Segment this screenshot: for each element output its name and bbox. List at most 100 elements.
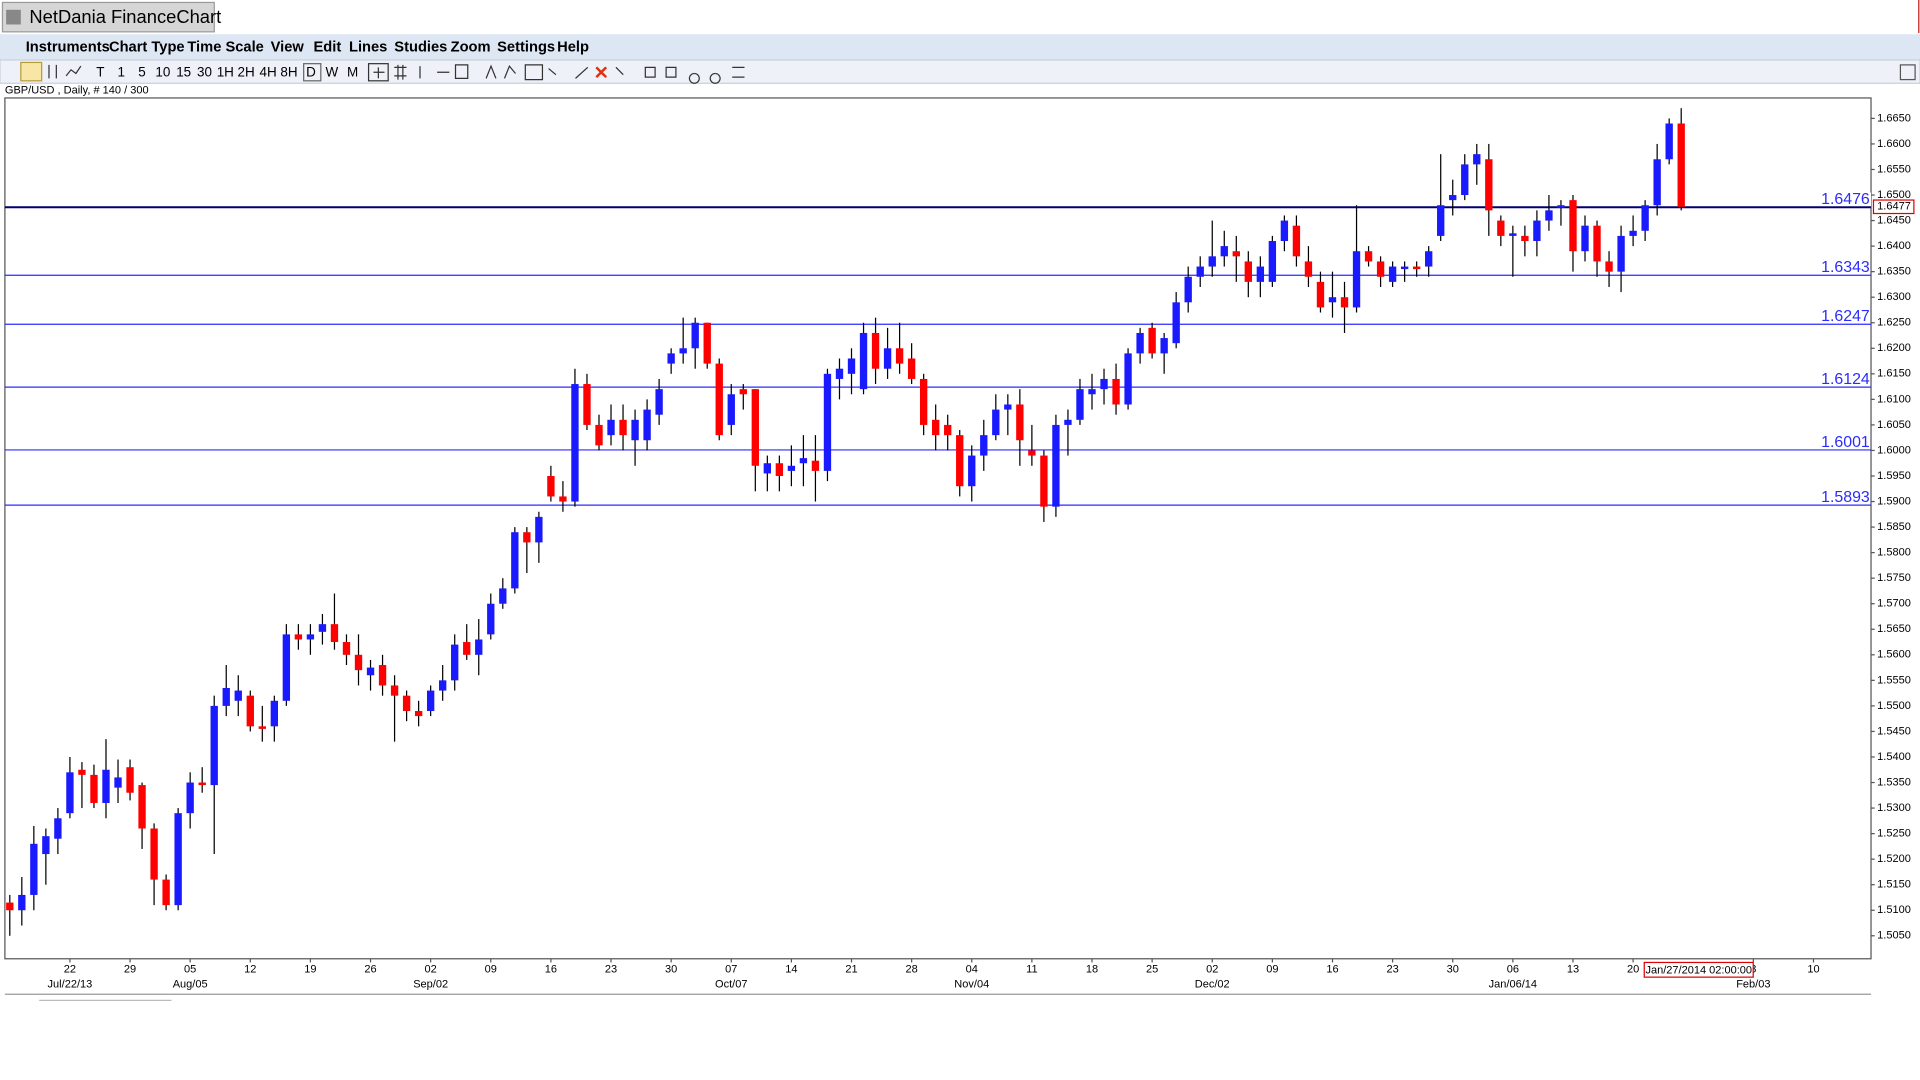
candle-body	[1220, 246, 1228, 257]
candle-body	[1557, 205, 1565, 208]
candle-body	[1256, 266, 1265, 282]
candle-body	[1412, 266, 1421, 270]
y-tick-label: 1.5800	[1877, 547, 1911, 559]
menu-item[interactable]: Zoom	[451, 40, 491, 56]
candle-body	[294, 634, 303, 640]
toolbar-button[interactable]: 2H	[238, 64, 255, 79]
candle-body	[763, 463, 772, 474]
candle-body	[1304, 261, 1313, 277]
candle-body	[944, 424, 952, 436]
y-tick-label: 1.6500	[1877, 189, 1911, 201]
candle-body	[1064, 419, 1072, 425]
candle-body	[1629, 230, 1637, 236]
candle-body	[270, 700, 279, 727]
y-tick-label: 1.5500	[1877, 700, 1911, 712]
toolbar-button[interactable]: W	[325, 64, 338, 79]
candle-body	[426, 690, 435, 712]
toolbar-button[interactable]: 10	[155, 64, 170, 79]
toolbar-button[interactable]: 1	[117, 64, 124, 79]
candle-body	[1148, 327, 1156, 354]
toolbar-button[interactable]: M	[347, 64, 358, 79]
menu-item[interactable]: Settings	[497, 40, 555, 56]
level-label: 1.5893	[1821, 489, 1870, 506]
x-tick-label: 02	[1206, 964, 1218, 976]
candle-body	[463, 642, 471, 655]
candle-body	[679, 348, 687, 354]
y-tick-label: 1.5950	[1877, 470, 1911, 482]
x-month-label: Jan/06/14	[1489, 978, 1537, 990]
menu-item[interactable]: Time Scale	[187, 40, 263, 56]
candle-body	[799, 458, 808, 464]
y-tick-label: 1.6250	[1877, 317, 1911, 329]
toolbar-button[interactable]: T	[96, 64, 104, 79]
candle-body	[1052, 424, 1060, 507]
toolbar-icon-right	[1899, 64, 1916, 81]
candle-body	[1677, 123, 1685, 207]
menu-item[interactable]: Chart Type	[109, 40, 185, 56]
menu-item[interactable]: View	[271, 40, 305, 56]
title-bar	[0, 0, 1920, 34]
candle-body	[847, 358, 856, 374]
candle-body	[1473, 154, 1481, 165]
candle-body	[535, 516, 543, 543]
toolbar-button[interactable]: 1H	[217, 64, 234, 79]
candle-body	[1016, 404, 1024, 441]
candle-body	[1076, 389, 1084, 420]
candle-body	[402, 695, 411, 712]
x-tick-label: 21	[845, 964, 857, 976]
candle-body	[6, 902, 14, 911]
candle-body	[1160, 338, 1168, 354]
candle-body	[330, 624, 339, 643]
toolbar-button[interactable]: 5	[138, 64, 145, 79]
candle-body	[54, 818, 62, 839]
candle-body	[895, 348, 904, 364]
toolbar-button[interactable]: 8H	[280, 64, 297, 79]
candle-body	[907, 358, 916, 379]
candle-body	[1172, 302, 1180, 344]
toolbar-labels: T 1 5 10 15 30 1H 2H 4H 8H D W M	[96, 64, 358, 79]
candle-body	[114, 777, 122, 788]
candle-body	[1437, 205, 1445, 236]
x-tick-label: 10	[1807, 964, 1819, 976]
candle-body	[1040, 455, 1048, 507]
y-tick-label: 1.5050	[1877, 930, 1911, 942]
candle-body	[1184, 276, 1192, 303]
level-label: 1.6001	[1821, 434, 1870, 451]
candle-body	[90, 774, 98, 803]
toolbar-button[interactable]: 15	[176, 64, 191, 79]
candle-body	[186, 782, 194, 814]
candle-body	[1449, 195, 1457, 201]
x-tick-label: 02	[425, 964, 437, 976]
toolbar-button[interactable]: 4H	[260, 64, 277, 79]
candle-body	[751, 389, 759, 466]
menu-item[interactable]: Lines	[349, 40, 387, 56]
candle-body	[583, 384, 591, 425]
candle-body	[787, 465, 796, 471]
candle-body	[1340, 297, 1349, 308]
toolbar-button[interactable]	[20, 61, 43, 82]
candle-body	[1364, 251, 1373, 262]
x-tick-label: 29	[124, 964, 136, 976]
menu-item[interactable]: Instruments	[26, 40, 110, 56]
candle-body	[739, 389, 747, 395]
candle-body	[968, 455, 976, 487]
x-month-label: Dec/02	[1195, 978, 1230, 990]
candle-body	[210, 705, 218, 786]
candle-body	[835, 368, 844, 379]
candle-body	[246, 695, 254, 727]
x-month-label: Jul/22/13	[48, 978, 93, 990]
menu-item[interactable]: Help	[557, 40, 589, 56]
x-tick-label: 07	[725, 964, 737, 976]
toolbar-button[interactable]: 30	[197, 64, 212, 79]
toolbar-button[interactable]: D	[306, 64, 316, 79]
candle-body	[378, 665, 387, 686]
candle-body	[439, 680, 447, 691]
candle-body	[451, 644, 459, 681]
menu-item[interactable]: Edit	[313, 40, 341, 56]
x-tick-label: 09	[485, 964, 497, 976]
candle-body	[1509, 233, 1517, 236]
y-tick-label: 1.6150	[1877, 368, 1911, 380]
candle-body	[234, 690, 242, 701]
x-tick-label: 26	[364, 964, 376, 976]
menu-item[interactable]: Studies	[394, 40, 447, 56]
